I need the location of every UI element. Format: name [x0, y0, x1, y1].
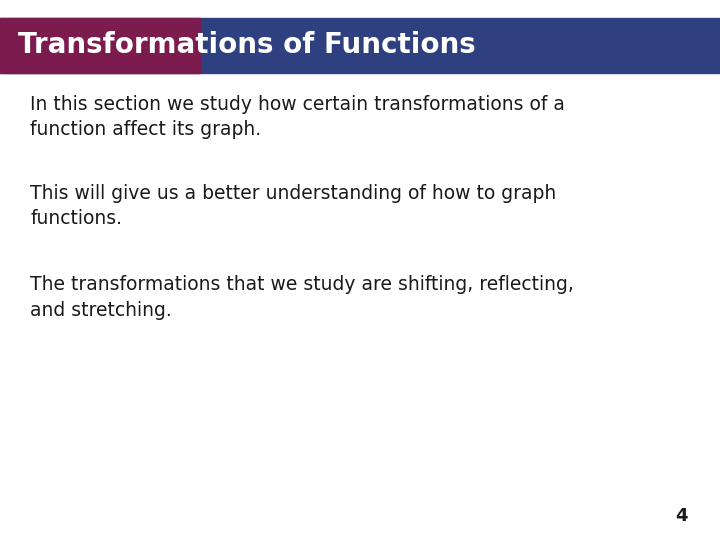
Text: Transformations of Functions: Transformations of Functions: [18, 31, 476, 59]
Text: 4: 4: [675, 507, 688, 525]
Text: In this section we study how certain transformations of a
function affect its gr: In this section we study how certain tra…: [30, 94, 565, 139]
Text: The transformations that we study are shifting, reflecting,
and stretching.: The transformations that we study are sh…: [30, 275, 574, 320]
Text: This will give us a better understanding of how to graph
functions.: This will give us a better understanding…: [30, 184, 557, 228]
Bar: [0, 18, 200, 73]
Bar: [0, 18, 720, 73]
